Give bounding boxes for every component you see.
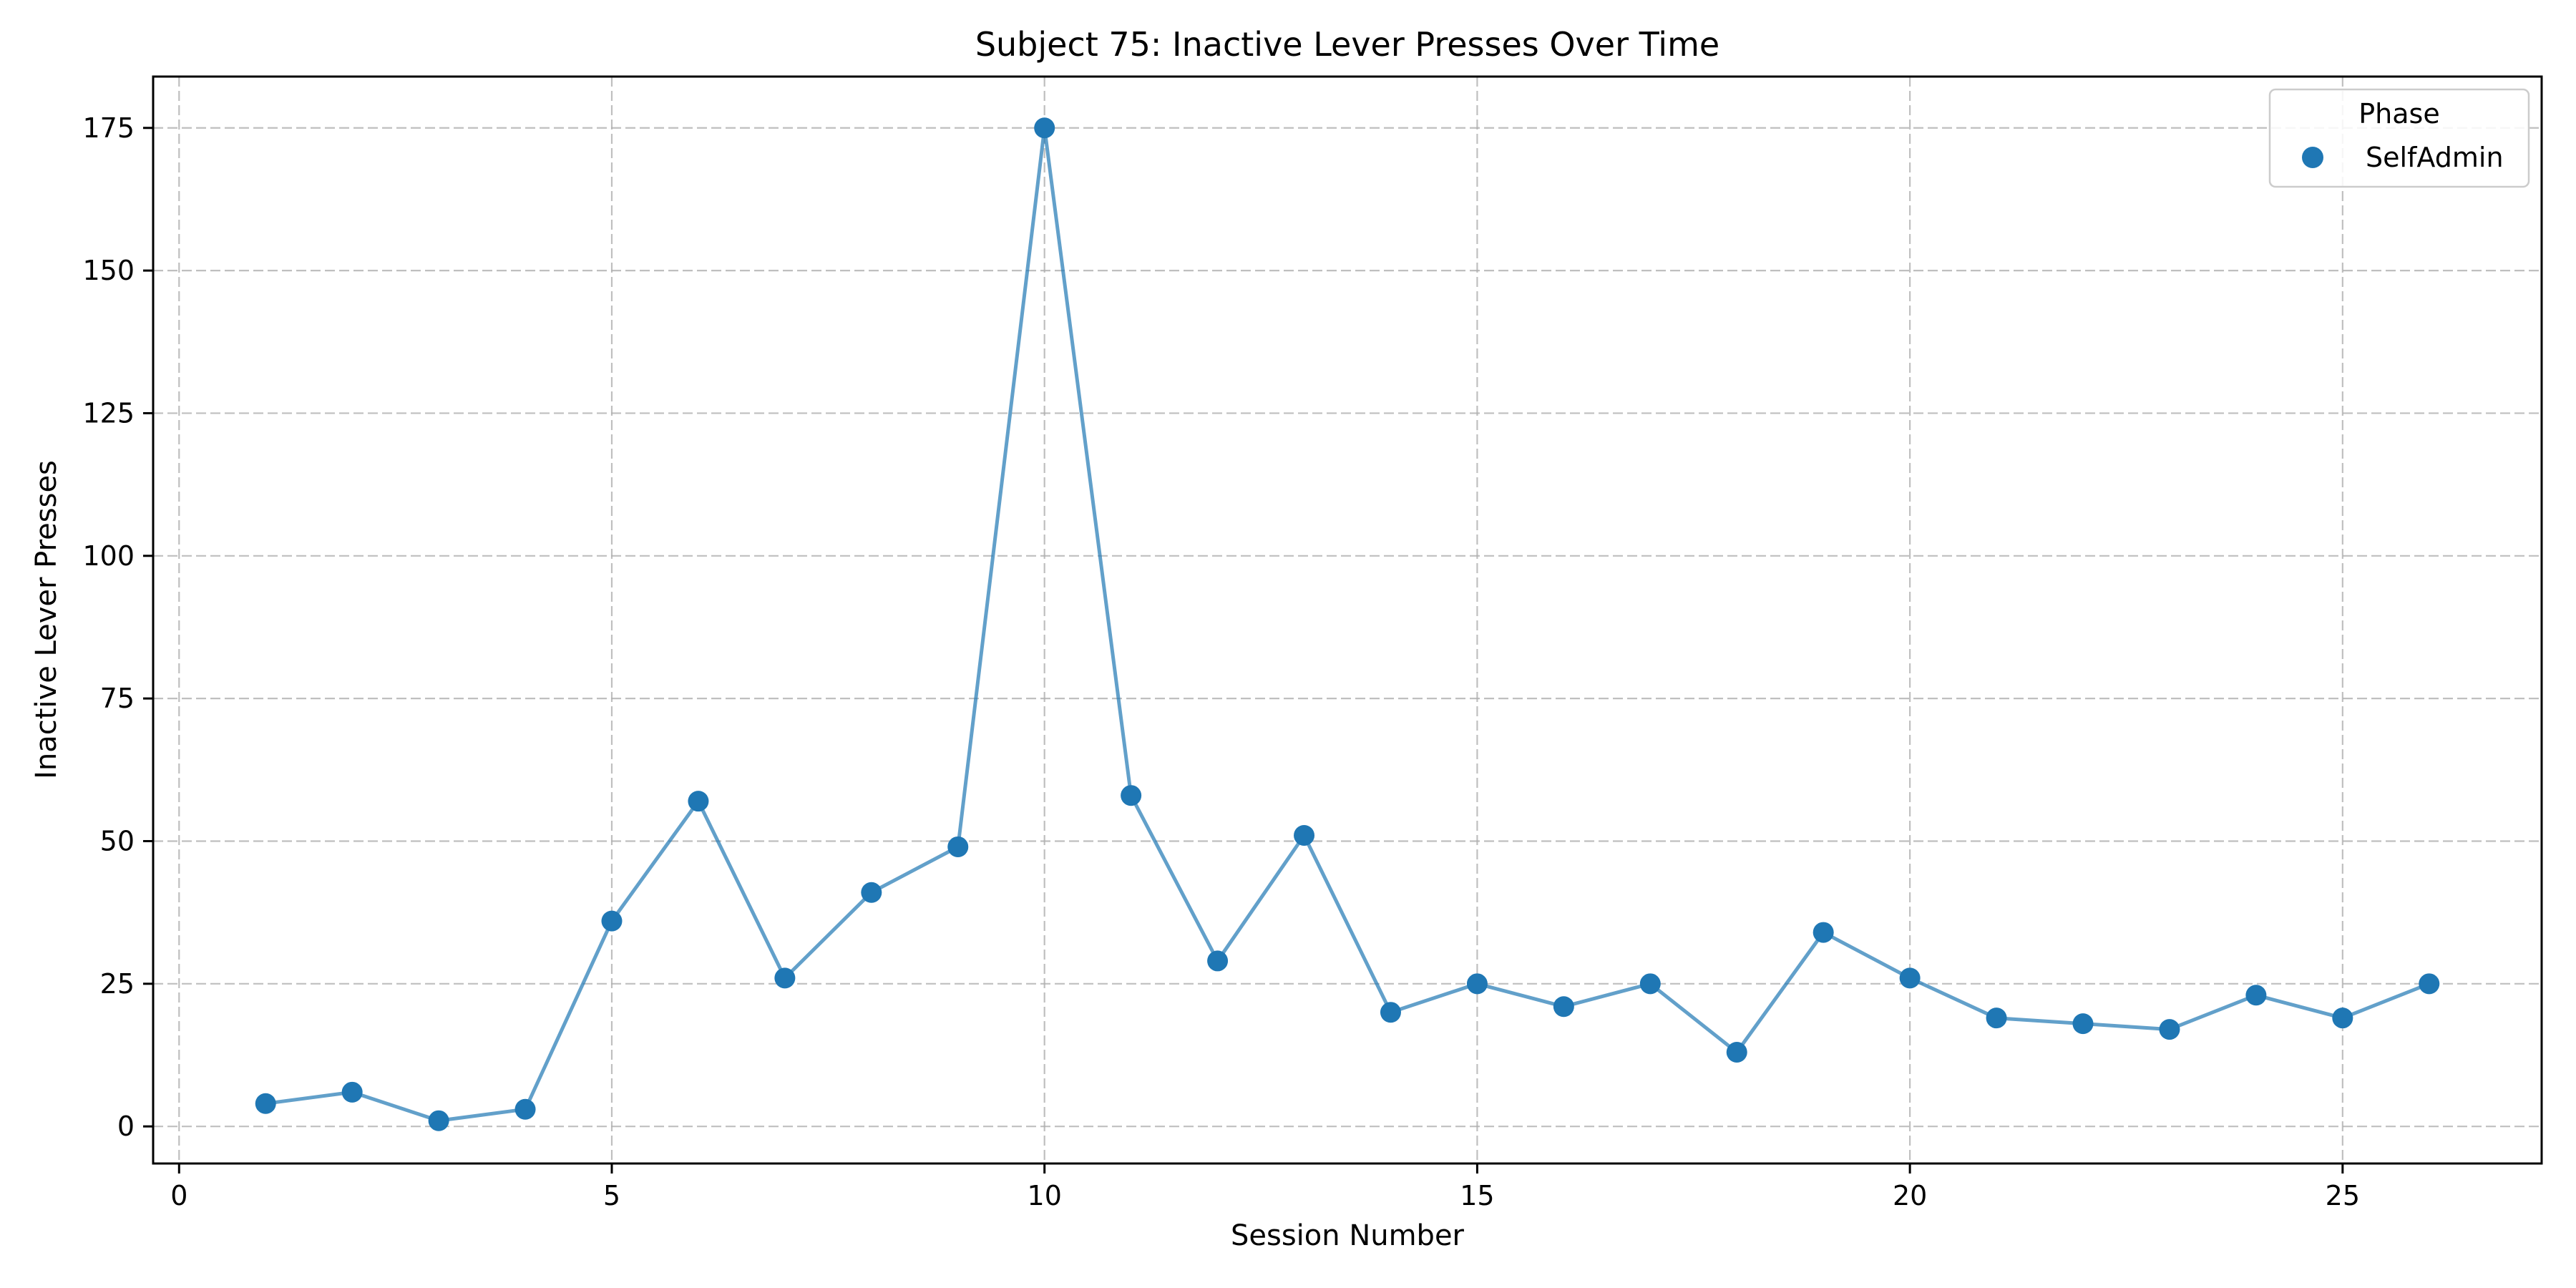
data-point	[514, 1098, 536, 1120]
y-tick-label: 125	[82, 397, 135, 429]
data-point	[1121, 785, 1142, 806]
y-tick-label: 75	[100, 683, 135, 714]
legend-marker-icon	[2302, 147, 2323, 168]
data-point	[428, 1110, 449, 1131]
data-point	[688, 791, 709, 812]
data-point	[2245, 985, 2267, 1006]
grid-lines	[153, 77, 2542, 1163]
data-point	[2159, 1019, 2180, 1040]
data-point	[255, 1093, 276, 1114]
data-point	[2332, 1008, 2353, 1029]
plot-area-frame	[152, 75, 2543, 1165]
x-tick-label: 25	[2326, 1180, 2360, 1211]
data-point	[341, 1081, 363, 1103]
x-tick-label: 0	[170, 1180, 187, 1211]
data-point	[1726, 1042, 1747, 1063]
y-tick-label: 50	[100, 825, 135, 857]
data-point	[1034, 117, 1055, 139]
legend-box	[2268, 88, 2530, 188]
y-axis-ticks: 0 25 50 75 100 125 150 175	[82, 112, 153, 1142]
data-point	[1553, 996, 1574, 1018]
y-tick-label: 0	[117, 1111, 135, 1142]
legend-title: Phase	[2358, 98, 2439, 130]
legend: Phase SelfAdmin	[2268, 88, 2530, 188]
data-point	[861, 882, 882, 903]
data-point	[1466, 973, 1488, 995]
y-tick-label: 175	[82, 112, 135, 144]
x-tick-label: 10	[1028, 1180, 1062, 1211]
y-tick-label: 25	[100, 968, 135, 1000]
data-point	[2419, 973, 2440, 995]
data-point	[1380, 1002, 1401, 1023]
x-tick-label: 5	[603, 1180, 620, 1211]
series-line-selfadmin	[265, 126, 2430, 1123]
x-axis-ticks: 0 5 10 15 20 25	[170, 1163, 2360, 1211]
x-tick-label: 15	[1460, 1180, 1494, 1211]
x-axis-label: Session Number	[1231, 1219, 1465, 1252]
y-tick-label: 150	[82, 255, 135, 286]
data-point	[2072, 1013, 2094, 1035]
data-point	[1899, 967, 1921, 989]
series-line-group	[265, 126, 2430, 1123]
data-point	[1294, 825, 1315, 847]
data-point	[1813, 922, 1834, 943]
legend-entry-selfadmin: SelfAdmin	[2366, 142, 2504, 173]
data-point	[774, 967, 796, 989]
data-points-group	[255, 117, 2440, 1131]
data-point	[1207, 950, 1229, 972]
data-point	[1986, 1008, 2007, 1029]
data-point	[1639, 973, 1661, 995]
x-tick-label: 20	[1893, 1180, 1927, 1211]
data-point	[601, 910, 623, 932]
data-point	[947, 836, 969, 857]
y-axis-label: Inactive Lever Presses	[30, 460, 63, 779]
chart-title: Subject 75: Inactive Lever Presses Over …	[975, 25, 1719, 64]
y-tick-label: 100	[82, 540, 135, 572]
